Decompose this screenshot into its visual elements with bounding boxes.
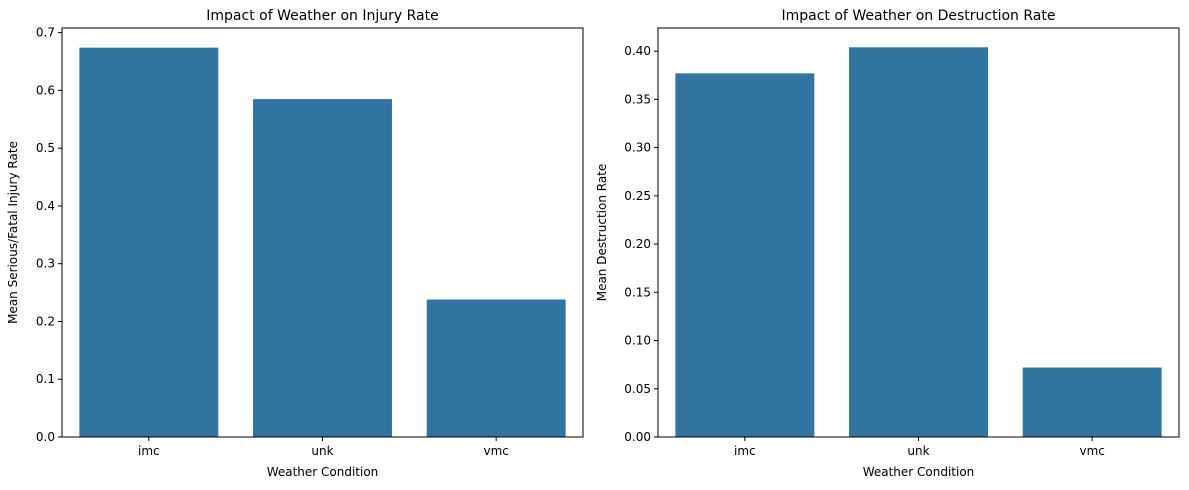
bar-imc bbox=[675, 73, 815, 437]
bars bbox=[675, 47, 1162, 438]
y-tick-label: 0.6 bbox=[36, 83, 55, 97]
chart-title: Impact of Weather on Destruction Rate bbox=[782, 8, 1056, 24]
y-ticks: 0.00 0.05 0.10 0.15 0.20 0.25 0.30 0.35 0.40 bbox=[624, 44, 658, 444]
axes-frame bbox=[61, 27, 584, 438]
bar-unk bbox=[253, 99, 392, 437]
bar-unk bbox=[849, 47, 988, 438]
y-axis-label: Mean Serious/Fatal Injury Rate bbox=[6, 141, 20, 324]
x-axis-label: Weather Condition bbox=[267, 465, 379, 479]
y-axis-label: Mean Destruction Rate bbox=[595, 164, 609, 302]
x-ticks: imc unk vmc bbox=[138, 437, 509, 458]
x-tick-label: unk bbox=[907, 444, 929, 458]
bar-vmc bbox=[426, 299, 566, 437]
x-tick-label: vmc bbox=[483, 444, 508, 458]
y-tick-label: 0.40 bbox=[624, 44, 651, 58]
x-axis-label: Weather Condition bbox=[863, 465, 975, 479]
x-tick-label: imc bbox=[138, 444, 160, 458]
chart-title: Impact of Weather on Injury Rate bbox=[206, 8, 438, 24]
y-tick-label: 0.5 bbox=[36, 141, 55, 155]
x-tick-label: unk bbox=[311, 444, 333, 458]
y-tick-label: 0.3 bbox=[36, 257, 55, 271]
y-tick-label: 0.20 bbox=[624, 237, 651, 251]
y-tick-label: 0.25 bbox=[624, 189, 651, 203]
y-tick-label: 0.0 bbox=[36, 430, 55, 444]
bar-vmc bbox=[1022, 367, 1162, 437]
axes-spines bbox=[657, 27, 1180, 438]
x-tick-label: imc bbox=[734, 444, 756, 458]
y-tick-label: 0.35 bbox=[624, 92, 651, 106]
axes-frame bbox=[657, 27, 1180, 438]
x-ticks: imc unk vmc bbox=[734, 437, 1105, 458]
y-tick-label: 0.00 bbox=[624, 430, 651, 444]
bar-imc bbox=[79, 47, 219, 438]
injury-rate-chart: Impact of Weather on Injury Rate Weather… bbox=[6, 8, 584, 479]
y-tick-label: 0.15 bbox=[624, 285, 651, 299]
destruction-rate-chart: Impact of Weather on Destruction Rate We… bbox=[595, 8, 1180, 479]
y-tick-label: 0.1 bbox=[36, 372, 55, 386]
y-tick-label: 0.10 bbox=[624, 334, 651, 348]
y-tick-label: 0.05 bbox=[624, 382, 651, 396]
axes-spines bbox=[61, 27, 584, 438]
x-tick-label: vmc bbox=[1079, 444, 1104, 458]
y-tick-label: 0.2 bbox=[36, 314, 55, 328]
bars bbox=[79, 47, 566, 438]
y-tick-label: 0.7 bbox=[36, 26, 55, 40]
y-tick-label: 0.30 bbox=[624, 141, 651, 155]
y-ticks: 0.0 0.1 0.2 0.3 0.4 0.5 0.6 0.7 bbox=[36, 26, 62, 444]
y-tick-label: 0.4 bbox=[36, 199, 55, 213]
